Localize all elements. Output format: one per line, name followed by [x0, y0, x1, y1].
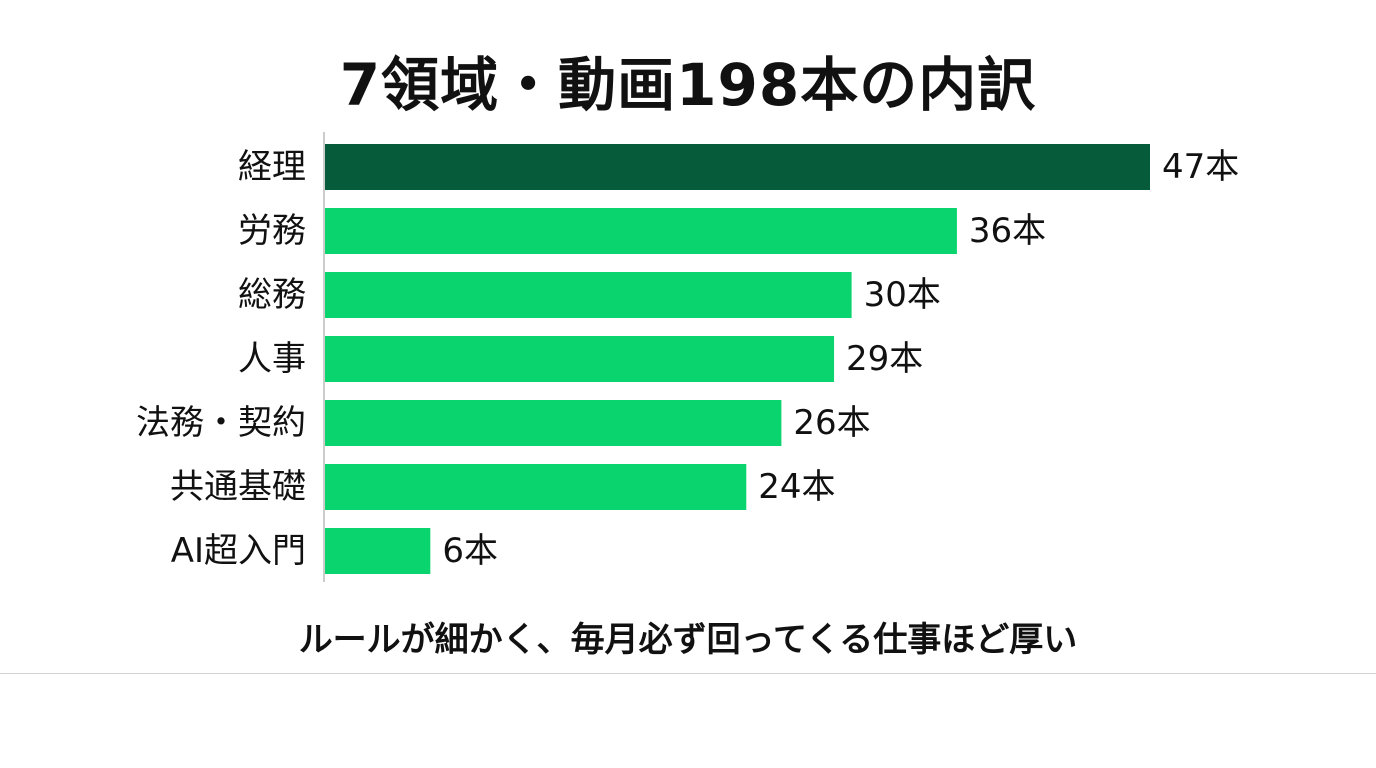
value-label-3: 29本: [846, 339, 923, 379]
chart-title: 7領域・動画198本の内訳: [339, 51, 1037, 119]
category-label-1: 労務: [238, 211, 306, 251]
bar-5: [325, 464, 747, 510]
bar-4: [325, 400, 782, 446]
category-label-4: 法務・契約: [136, 403, 306, 443]
value-label-2: 30本: [864, 275, 941, 315]
category-label-5: 共通基礎: [170, 467, 306, 507]
bar-2: [325, 272, 852, 318]
bar-1: [325, 208, 957, 254]
category-label-2: 総務: [238, 275, 306, 315]
chart-caption: ルールが細かく、毎月必ず回ってくる仕事ほど厚い: [298, 620, 1078, 660]
bar-0: [325, 144, 1150, 190]
value-label-0: 47本: [1162, 147, 1239, 187]
value-label-1: 36本: [969, 211, 1046, 251]
bottom-divider: [0, 673, 1376, 674]
category-label-0: 経理: [238, 147, 306, 187]
bar-6: [325, 528, 431, 574]
value-label-6: 6本: [442, 531, 498, 571]
category-label-6: AI超入門: [171, 531, 306, 571]
value-label-5: 24本: [758, 467, 835, 507]
bar-3: [325, 336, 835, 382]
value-label-4: 26本: [793, 403, 870, 443]
category-label-3: 人事: [238, 339, 306, 379]
